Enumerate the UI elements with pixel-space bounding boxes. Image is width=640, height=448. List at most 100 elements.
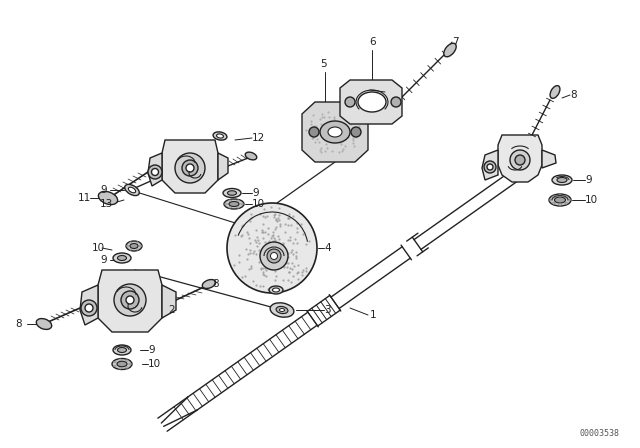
Ellipse shape <box>565 196 568 198</box>
Ellipse shape <box>237 200 239 201</box>
Text: 1: 1 <box>370 310 376 320</box>
Ellipse shape <box>554 197 566 203</box>
Ellipse shape <box>225 203 227 205</box>
Ellipse shape <box>552 175 572 185</box>
Text: 7: 7 <box>452 37 459 47</box>
Text: 10: 10 <box>585 195 598 205</box>
Ellipse shape <box>229 202 239 207</box>
Ellipse shape <box>130 244 138 249</box>
Circle shape <box>309 127 319 137</box>
Ellipse shape <box>113 365 116 367</box>
Ellipse shape <box>550 199 552 201</box>
Polygon shape <box>340 80 402 124</box>
Text: 9: 9 <box>585 175 591 185</box>
Circle shape <box>81 300 97 316</box>
Ellipse shape <box>213 132 227 140</box>
Ellipse shape <box>241 203 243 205</box>
Circle shape <box>148 165 162 179</box>
Ellipse shape <box>550 86 560 99</box>
Ellipse shape <box>223 189 241 198</box>
Ellipse shape <box>136 242 138 243</box>
Ellipse shape <box>444 43 456 57</box>
Polygon shape <box>162 285 176 318</box>
Ellipse shape <box>136 249 138 250</box>
Ellipse shape <box>280 309 285 311</box>
Ellipse shape <box>358 92 386 112</box>
Ellipse shape <box>126 245 129 247</box>
Ellipse shape <box>202 280 216 289</box>
Text: 9: 9 <box>100 185 107 195</box>
Circle shape <box>510 150 530 170</box>
Ellipse shape <box>237 207 239 208</box>
Ellipse shape <box>559 194 561 197</box>
Ellipse shape <box>125 367 129 368</box>
Ellipse shape <box>552 196 555 198</box>
Ellipse shape <box>269 286 283 294</box>
Circle shape <box>391 97 401 107</box>
Text: 9: 9 <box>252 188 259 198</box>
Ellipse shape <box>113 253 131 263</box>
Ellipse shape <box>228 200 232 201</box>
Ellipse shape <box>552 202 555 204</box>
Ellipse shape <box>557 177 567 182</box>
Text: 11: 11 <box>78 193 92 203</box>
Ellipse shape <box>565 202 568 204</box>
Ellipse shape <box>125 360 129 361</box>
Polygon shape <box>162 140 218 193</box>
Text: 00003538: 00003538 <box>580 429 620 438</box>
Text: 5: 5 <box>320 59 326 69</box>
Ellipse shape <box>118 348 127 353</box>
Ellipse shape <box>228 207 232 208</box>
Circle shape <box>484 161 496 173</box>
Circle shape <box>126 296 134 304</box>
Text: 3: 3 <box>324 305 331 315</box>
Circle shape <box>175 153 205 183</box>
Ellipse shape <box>549 194 571 206</box>
Text: 10: 10 <box>92 243 105 253</box>
Circle shape <box>515 155 525 165</box>
Text: 2: 2 <box>168 305 175 315</box>
Circle shape <box>351 127 361 137</box>
Ellipse shape <box>328 127 342 137</box>
Text: 9: 9 <box>148 345 155 355</box>
Ellipse shape <box>129 187 136 193</box>
Polygon shape <box>542 150 556 168</box>
Ellipse shape <box>112 358 132 370</box>
Text: 10: 10 <box>148 359 161 369</box>
Ellipse shape <box>99 191 118 205</box>
Circle shape <box>182 160 198 176</box>
Ellipse shape <box>224 199 244 209</box>
Circle shape <box>487 164 493 170</box>
Ellipse shape <box>118 359 122 360</box>
Text: 8: 8 <box>212 279 219 289</box>
Polygon shape <box>302 102 368 162</box>
Text: 8: 8 <box>15 319 22 329</box>
Ellipse shape <box>270 303 294 317</box>
Circle shape <box>227 203 317 293</box>
Circle shape <box>152 168 159 176</box>
Text: 4: 4 <box>324 243 331 253</box>
Polygon shape <box>482 150 498 180</box>
Text: 12: 12 <box>252 133 265 143</box>
Ellipse shape <box>129 249 132 250</box>
Ellipse shape <box>140 245 141 247</box>
Ellipse shape <box>276 306 288 314</box>
Ellipse shape <box>113 345 131 355</box>
Circle shape <box>345 97 355 107</box>
Text: 13: 13 <box>100 199 113 209</box>
Ellipse shape <box>113 361 116 363</box>
Circle shape <box>114 284 146 316</box>
Circle shape <box>121 291 139 309</box>
Ellipse shape <box>216 134 223 138</box>
Ellipse shape <box>125 185 140 196</box>
Ellipse shape <box>118 255 127 260</box>
Circle shape <box>271 253 278 259</box>
Ellipse shape <box>245 152 257 160</box>
Circle shape <box>267 249 281 263</box>
Circle shape <box>186 164 194 172</box>
Polygon shape <box>148 153 162 186</box>
Ellipse shape <box>129 242 132 243</box>
Circle shape <box>85 304 93 312</box>
Polygon shape <box>218 153 228 180</box>
Circle shape <box>260 242 288 270</box>
